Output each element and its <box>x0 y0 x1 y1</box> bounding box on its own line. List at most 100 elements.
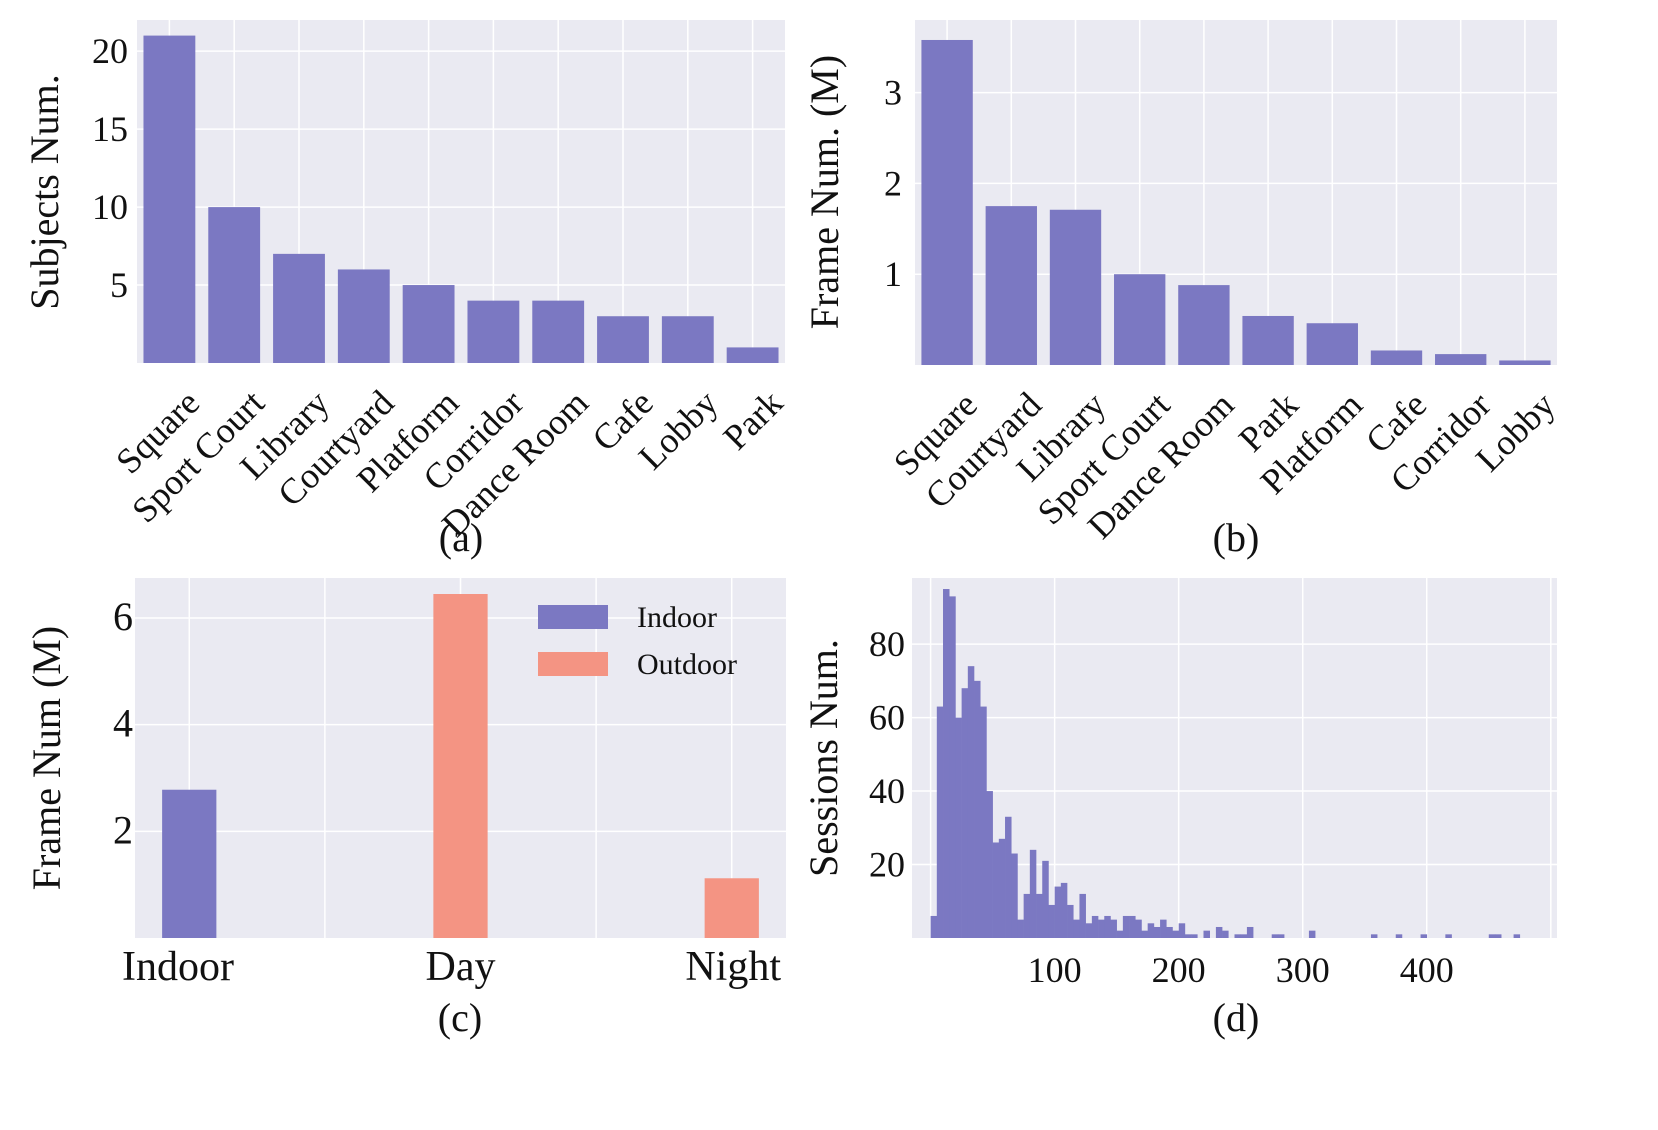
histogram-bar <box>1271 934 1279 938</box>
histogram-bar <box>936 706 944 938</box>
bar <box>1499 360 1551 365</box>
legend-label: Indoor <box>637 601 717 634</box>
x-tick-label: 100 <box>1028 950 1082 990</box>
x-tick-label: Park <box>715 382 790 457</box>
histogram-bar <box>1048 904 1055 938</box>
histogram-bar <box>1135 919 1142 938</box>
histogram-bar <box>1116 930 1124 938</box>
histogram-bar <box>1079 893 1086 938</box>
legend-swatch-indoor <box>538 605 608 629</box>
histogram-bar <box>1122 915 1130 938</box>
histogram-bar <box>1166 926 1173 938</box>
histogram-bar <box>1308 930 1316 938</box>
histogram-bar <box>1277 934 1285 938</box>
histogram-bar <box>986 791 993 938</box>
bar <box>1178 285 1230 365</box>
histogram-bar <box>1370 934 1378 938</box>
histogram-bar <box>1488 934 1496 938</box>
y-tick-label: 6 <box>113 594 133 639</box>
bar <box>467 300 520 363</box>
y-tick-label: 20 <box>869 845 905 885</box>
bar <box>337 269 390 363</box>
bar <box>1049 209 1102 365</box>
y-tick-label: 2 <box>113 807 133 852</box>
panel-caption: (b) <box>1213 515 1260 560</box>
histogram-bar <box>1178 923 1186 938</box>
bar <box>402 285 455 363</box>
bar <box>921 39 973 365</box>
histogram-bar <box>980 706 987 938</box>
legend: Indoor Outdoor <box>538 601 737 681</box>
x-tick-label: Indoor <box>122 944 234 990</box>
histogram-bar <box>1494 934 1502 938</box>
histogram-bar <box>1036 893 1043 938</box>
chart-d: 20 40 60 80 Sessions Num. (d) 100 200 300 400 <box>801 578 1557 1040</box>
x-tick-label: 300 <box>1276 950 1330 990</box>
histogram-bar <box>1513 934 1521 938</box>
histogram-bar <box>967 666 975 938</box>
histogram-bar <box>998 838 1006 938</box>
y-axis-label: Sessions Num. <box>801 639 846 877</box>
panel-caption: (a) <box>439 515 483 560</box>
bar-outdoor <box>433 594 488 938</box>
histogram-bar <box>1184 934 1192 938</box>
histogram-bar <box>1098 919 1105 938</box>
histogram-bar <box>1073 919 1080 938</box>
histogram-bar <box>1054 886 1062 938</box>
bar <box>985 206 1037 365</box>
bar-outdoor <box>704 878 759 938</box>
bar <box>1306 323 1358 365</box>
y-axis-label: Subjects Num. <box>22 74 67 310</box>
histogram-bar <box>955 717 962 938</box>
bar <box>143 35 196 363</box>
histogram-bar <box>1147 923 1155 938</box>
histogram-bar <box>1042 860 1049 938</box>
histogram-bar <box>1420 934 1428 938</box>
histogram-bar <box>1240 934 1248 938</box>
bar <box>726 347 779 363</box>
y-axis-label: Frame Num. (M) <box>802 55 847 329</box>
y-tick-label: 10 <box>92 187 128 227</box>
y-tick-label: 40 <box>869 771 905 811</box>
histogram-bar <box>1110 919 1117 938</box>
bar <box>273 253 325 363</box>
histogram-bar <box>1060 882 1068 938</box>
histogram-bar <box>943 589 950 938</box>
x-tick-label: 400 <box>1400 950 1454 990</box>
histogram-bar <box>1395 934 1403 938</box>
x-tick-label: Day <box>426 944 496 990</box>
bar <box>661 316 714 363</box>
panel-caption: (c) <box>438 995 482 1040</box>
histogram-bar <box>1091 915 1099 938</box>
bar <box>1370 350 1423 365</box>
y-tick-label: 2 <box>884 163 902 203</box>
histogram-bar <box>1104 915 1111 938</box>
y-tick-label: 20 <box>92 31 128 71</box>
histogram-bar <box>1129 915 1136 938</box>
y-tick-label: 4 <box>113 701 133 746</box>
chart-c: 2 4 6 Frame Num (M) (c) Indoor Day Night Indoor O… <box>24 578 786 1040</box>
histogram-bar <box>930 915 938 938</box>
histogram-bar <box>1191 934 1198 938</box>
bar <box>1435 354 1487 365</box>
histogram-bar <box>961 688 969 938</box>
x-tick-label: 200 <box>1152 950 1206 990</box>
bar <box>208 207 261 363</box>
y-tick-label: 60 <box>869 698 905 738</box>
histogram-bar <box>1215 926 1223 938</box>
legend-label: Outdoor <box>637 648 737 681</box>
histogram-bar <box>1445 934 1452 938</box>
histogram-bar <box>1153 926 1161 938</box>
bar <box>532 300 585 363</box>
histogram-bar <box>1172 930 1179 938</box>
histogram-bar <box>1017 919 1024 938</box>
y-tick-label: 80 <box>869 624 905 664</box>
histogram-bar <box>1246 926 1254 938</box>
histogram-bar <box>1085 923 1093 938</box>
histogram-bar <box>1023 893 1031 938</box>
histogram-bar <box>992 842 1000 938</box>
plot-area <box>912 578 1557 938</box>
bar <box>597 316 649 363</box>
